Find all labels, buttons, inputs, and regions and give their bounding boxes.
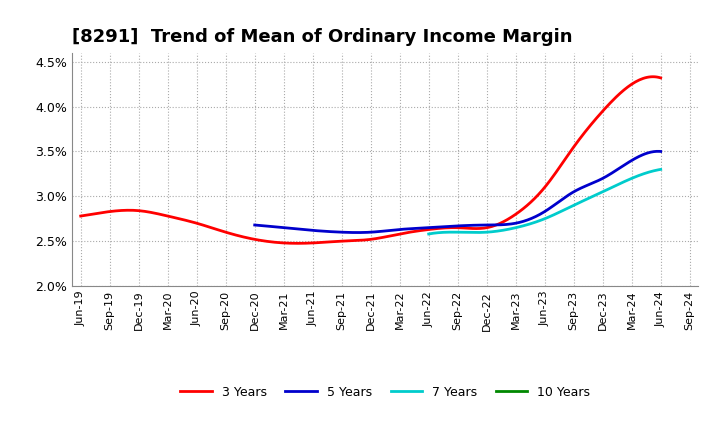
Line: 3 Years: 3 Years [81, 77, 661, 243]
7 Years [657, 167, 665, 172]
3 Years [604, 103, 613, 108]
3 Years [649, 74, 657, 79]
Text: [8291]  Trend of Mean of Ordinary Income Margin: [8291] Trend of Mean of Ordinary Income … [72, 28, 572, 46]
7 Years [562, 206, 570, 212]
5 Years [493, 222, 502, 227]
3 Years [78, 213, 87, 218]
3 Years [294, 241, 302, 246]
Legend: 3 Years, 5 Years, 7 Years, 10 Years: 3 Years, 5 Years, 7 Years, 10 Years [176, 381, 595, 404]
5 Years [354, 230, 362, 235]
7 Years [634, 173, 643, 178]
5 Years [492, 222, 500, 227]
3 Years [422, 227, 431, 232]
5 Years [252, 223, 261, 228]
5 Years [594, 178, 603, 183]
7 Years [620, 179, 629, 184]
Line: 5 Years: 5 Years [255, 151, 661, 233]
3 Years [433, 226, 442, 231]
3 Years [567, 147, 576, 153]
3 Years [76, 213, 85, 219]
Line: 7 Years: 7 Years [428, 169, 661, 234]
5 Years [657, 149, 665, 154]
7 Years [424, 231, 433, 237]
5 Years [620, 162, 629, 168]
5 Years [500, 222, 509, 227]
5 Years [251, 222, 259, 227]
3 Years [657, 75, 665, 81]
7 Years [567, 204, 575, 209]
3 Years [423, 227, 432, 232]
7 Years [562, 206, 571, 211]
7 Years [425, 231, 433, 236]
5 Years [654, 149, 662, 154]
